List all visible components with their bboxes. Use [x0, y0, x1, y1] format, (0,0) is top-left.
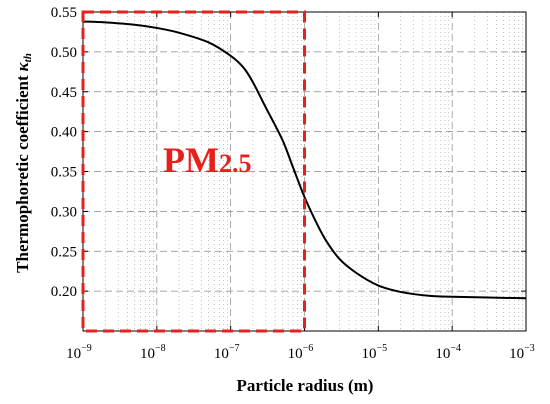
y-axis-title-text: Thermophoretic coefficient [13, 75, 32, 273]
series-group [82, 20, 527, 300]
pm25-region-box [81, 10, 306, 333]
x-axis-title: Particle radius (m) [237, 376, 374, 395]
x-tick-label: 10−6 [288, 343, 314, 362]
series-line [82, 20, 527, 300]
pm-label-main: PM [163, 140, 219, 180]
x-tick-label: 10−3 [509, 343, 535, 362]
y-tick-label: 0.30 [51, 204, 77, 220]
x-tick-labels: 10−9 10−8 10−7 10−6 10−5 10−4 10−3 [66, 343, 535, 362]
x-tick-label: 10−4 [435, 343, 461, 362]
pm-label-sub: 2.5 [219, 149, 252, 178]
y-tick-label: 0.35 [51, 165, 77, 181]
y-axis-title-group: Thermophoretic coefficient κth [13, 53, 34, 273]
y-axis-title: Thermophoretic coefficient κth [13, 53, 34, 273]
y-tick-labels: 0.20 0.25 0.30 0.35 0.40 0.45 0.50 0.55 [51, 5, 77, 300]
x-tick-label: 10−5 [362, 343, 388, 362]
y-tick-label: 0.20 [51, 284, 77, 300]
y-axis-title-subscript: th [22, 53, 34, 62]
y-tick-label: 0.25 [51, 244, 77, 260]
y-tick-label: 0.40 [51, 125, 77, 141]
pm25-label: PM2.5 [163, 140, 251, 180]
x-tick-label: 10−9 [66, 343, 92, 362]
y-tick-label: 0.50 [51, 45, 77, 61]
y-tick-label: 0.45 [51, 85, 77, 101]
y-tick-label: 0.55 [51, 5, 77, 21]
x-tick-label: 10−7 [214, 343, 240, 362]
x-tick-label: 10−8 [140, 343, 166, 362]
y-axis-title-symbol: κ [13, 61, 32, 71]
